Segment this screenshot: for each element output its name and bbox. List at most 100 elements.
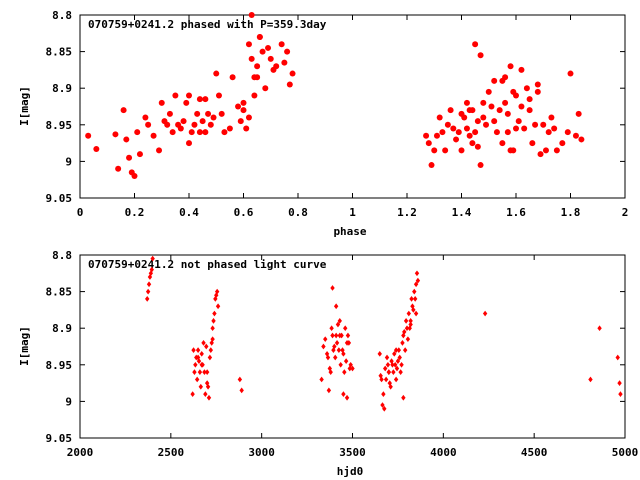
data-point	[380, 402, 385, 408]
data-point	[336, 347, 342, 354]
data-point	[196, 96, 203, 103]
x-axis-ticks: 0 0.2 0.4 0.6 0.8 1 1.2 1.4 1.6 1.8 2	[77, 15, 628, 219]
data-point	[588, 376, 593, 383]
data-point	[385, 361, 391, 368]
data-points	[85, 12, 585, 180]
data-point	[433, 132, 440, 139]
data-point	[472, 129, 479, 136]
data-point	[195, 354, 201, 361]
y-tick-label: 9	[65, 395, 72, 408]
data-point	[136, 151, 143, 158]
data-point	[518, 66, 525, 73]
data-point	[273, 63, 280, 70]
data-point	[504, 110, 511, 117]
data-point	[618, 391, 623, 397]
data-point	[346, 339, 352, 346]
data-point	[491, 77, 498, 84]
data-point	[412, 296, 418, 302]
x-tick-label: 5000	[612, 446, 639, 459]
data-point	[400, 339, 405, 346]
phased-light-curve-panel: 070759+0241.2 phased with P=359.3day pha…	[18, 9, 628, 238]
data-point	[237, 118, 244, 125]
data-point	[213, 70, 220, 77]
x-tick-label: 4500	[521, 446, 548, 459]
data-point	[329, 325, 334, 332]
data-point	[390, 361, 395, 368]
data-point	[158, 99, 165, 106]
data-point	[115, 165, 122, 172]
data-point	[331, 347, 336, 354]
data-point	[401, 394, 406, 401]
plot-frame	[79, 14, 626, 199]
y-tick-label: 9.05	[46, 432, 73, 445]
data-point	[343, 358, 349, 364]
data-point	[493, 129, 500, 136]
y-axis-ticks: 8.8 8.85 8.9 8.95 9 9.05	[46, 249, 625, 445]
data-point	[251, 92, 258, 99]
data-point	[474, 118, 481, 125]
data-point	[466, 132, 473, 139]
data-point	[378, 372, 383, 379]
data-point	[507, 147, 514, 154]
data-point	[326, 387, 332, 394]
data-point	[330, 285, 335, 291]
data-point	[477, 162, 484, 169]
data-point	[482, 310, 488, 317]
data-point	[337, 332, 342, 339]
data-point	[194, 110, 201, 117]
data-point	[221, 129, 228, 136]
data-point	[540, 121, 547, 128]
data-point	[207, 354, 213, 361]
data-point	[615, 354, 620, 361]
data-point	[350, 365, 355, 372]
data-point	[337, 318, 342, 324]
x-tick-label: 2500	[158, 446, 185, 459]
data-point	[534, 81, 541, 88]
data-point	[335, 321, 341, 328]
data-point	[150, 132, 157, 139]
data-point	[466, 107, 473, 114]
data-point	[415, 277, 421, 284]
x-axis-label: hjd0	[337, 465, 364, 478]
data-point	[578, 136, 585, 143]
data-point	[145, 121, 152, 128]
data-point	[199, 118, 206, 125]
data-point	[382, 405, 387, 412]
data-point	[235, 103, 242, 110]
data-point	[214, 292, 219, 299]
data-point	[240, 107, 247, 114]
data-point	[134, 129, 141, 136]
data-point	[197, 369, 203, 375]
data-point	[548, 114, 555, 121]
data-point	[334, 339, 340, 346]
x-tick-label: 1.4	[452, 206, 472, 219]
data-point	[330, 332, 335, 339]
data-point	[564, 129, 571, 136]
data-point	[545, 129, 552, 136]
y-axis-label: I[mag]	[18, 86, 31, 126]
data-point	[413, 310, 419, 317]
data-point	[325, 354, 331, 361]
data-point	[207, 121, 214, 128]
data-point	[286, 81, 293, 88]
data-point	[526, 107, 533, 114]
chart-title: 070759+0241.2 not phased light curve	[88, 258, 327, 271]
y-tick-label: 8.8	[52, 249, 72, 262]
data-point	[617, 380, 622, 386]
data-point	[472, 41, 479, 48]
data-point	[394, 365, 400, 372]
data-point	[248, 12, 255, 18]
data-point	[383, 376, 389, 383]
data-point	[254, 63, 261, 70]
data-point	[442, 147, 449, 154]
data-point	[166, 110, 173, 117]
data-point	[120, 107, 127, 114]
y-tick-label: 9.05	[46, 192, 73, 205]
data-point	[196, 129, 203, 136]
x-tick-label: 0.2	[125, 206, 145, 219]
data-point	[425, 140, 432, 147]
data-point	[142, 114, 149, 121]
data-point	[392, 361, 398, 368]
plot-frame	[79, 254, 626, 439]
